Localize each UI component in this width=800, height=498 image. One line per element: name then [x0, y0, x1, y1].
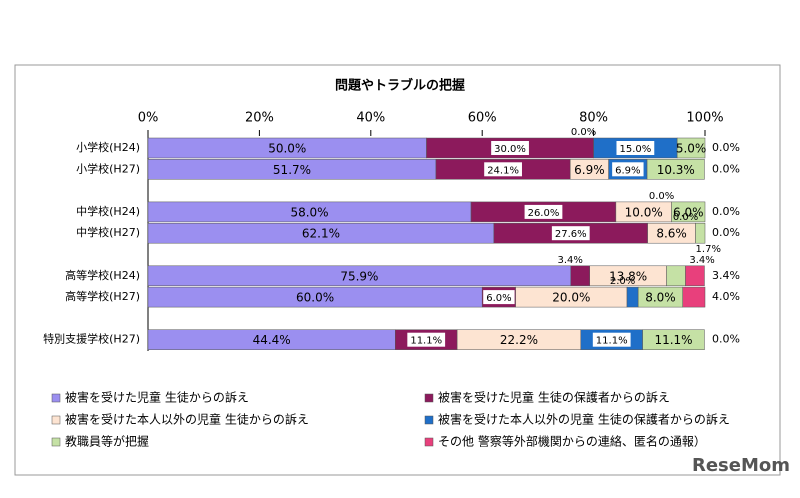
x-tick-label: 40% — [356, 111, 385, 126]
value-label: 0.0% — [649, 191, 674, 202]
bar-segment — [570, 265, 590, 287]
value-label: 44.4% — [253, 333, 291, 347]
legend-swatch — [424, 393, 434, 403]
bar-segment — [682, 286, 706, 308]
value-label: 11.1% — [410, 336, 442, 347]
bar-segment — [642, 329, 705, 350]
value-label: 15.0% — [619, 144, 651, 155]
value-label: 58.0% — [290, 205, 328, 219]
value-label: 0.0% — [673, 212, 698, 223]
value-label: 0.0% — [712, 226, 740, 239]
value-label: 75.9% — [340, 269, 378, 283]
x-tick-label: 20% — [245, 111, 274, 126]
label-box — [491, 141, 529, 155]
value-label: 24.1% — [487, 165, 519, 176]
value-label: 10.0% — [625, 205, 663, 219]
y-tick-label: 中学校(H27) — [76, 225, 140, 239]
legend-swatch — [51, 437, 61, 447]
bar-segment — [646, 159, 705, 180]
label-box — [483, 290, 515, 305]
bar-segment — [695, 222, 706, 244]
value-label: 0.0% — [712, 162, 740, 175]
value-label: 10.3% — [657, 163, 695, 177]
legend-swatch — [51, 415, 61, 425]
legend-label: 教職員等が把握 — [65, 434, 149, 449]
legend-swatch — [51, 393, 61, 403]
legend-swatch — [424, 415, 434, 425]
legend-swatch — [424, 437, 434, 447]
value-label: 60.0% — [296, 291, 334, 305]
value-label: 8.0% — [645, 291, 676, 305]
value-label: 6.9% — [574, 163, 605, 177]
label-box — [407, 332, 446, 347]
value-label: 1.7% — [696, 244, 721, 255]
value-label: 0.0% — [571, 127, 596, 138]
value-label: 6.0% — [673, 205, 704, 219]
value-label: 0.0% — [712, 205, 740, 218]
y-tick-label: 小学校(H27) — [76, 161, 140, 175]
bar-segment — [685, 265, 705, 287]
y-tick-label: 小学校(H24) — [76, 140, 140, 154]
value-label: 4.0% — [712, 290, 740, 303]
value-label: 51.7% — [273, 163, 311, 177]
legend-label: その他 警察等外部機関からの連絡、匿名の通報） — [438, 434, 706, 449]
legend-label: 被害を受けた本人以外の児童 生徒の保護者からの訴え — [438, 412, 730, 427]
legend-label: 被害を受けた本人以外の児童 生徒からの訴え — [65, 412, 309, 427]
bar-segment — [676, 137, 706, 159]
watermark: ReseMom — [692, 455, 790, 476]
value-label: 50.0% — [268, 142, 306, 156]
value-label: 11.1% — [654, 333, 692, 347]
value-label: 3.4% — [689, 255, 714, 266]
value-label: 20.0% — [552, 291, 590, 305]
value-label: 62.1% — [302, 227, 340, 241]
value-label: 0.0% — [712, 141, 740, 154]
label-box — [551, 226, 590, 241]
value-label: 11.1% — [596, 336, 628, 347]
bar-segment — [666, 265, 686, 287]
value-label: 8.6% — [656, 227, 687, 241]
label-box — [592, 332, 631, 347]
value-label: 2.0% — [610, 276, 635, 287]
value-label: 3.4% — [712, 269, 740, 282]
value-label: 13.8% — [609, 269, 647, 283]
y-tick-label: 特別支援学校(H27) — [43, 332, 140, 346]
value-label: 6.9% — [615, 165, 640, 176]
x-tick-label: 80% — [579, 111, 608, 126]
value-label: 5.0% — [676, 142, 707, 156]
label-box — [612, 162, 644, 177]
value-label: 0.0% — [712, 333, 740, 346]
label-box — [616, 141, 655, 155]
value-label: 6.0% — [486, 293, 511, 304]
y-tick-label: 高等学校(H24) — [65, 268, 140, 282]
y-tick-label: 高等学校(H27) — [65, 289, 140, 303]
legend-label: 被害を受けた児童 生徒の保護者からの訴え — [438, 390, 670, 405]
chart-title: 問題やトラブルの把握 — [335, 78, 465, 94]
x-tick-label: 0% — [138, 111, 159, 126]
label-box — [484, 162, 522, 177]
value-label: 26.0% — [528, 208, 560, 219]
value-label: 27.6% — [555, 229, 587, 240]
value-label: 22.2% — [500, 333, 538, 347]
bar-segment — [671, 201, 706, 223]
x-tick-label: 60% — [468, 111, 497, 126]
x-tick-label: 100% — [686, 111, 723, 126]
bar-segment — [626, 286, 639, 308]
label-box — [524, 204, 563, 219]
value-label: 3.4% — [558, 255, 583, 266]
legend-label: 被害を受けた児童 生徒からの訴え — [65, 390, 249, 405]
value-label: 30.0% — [494, 144, 526, 155]
y-tick-label: 中学校(H24) — [76, 204, 140, 218]
